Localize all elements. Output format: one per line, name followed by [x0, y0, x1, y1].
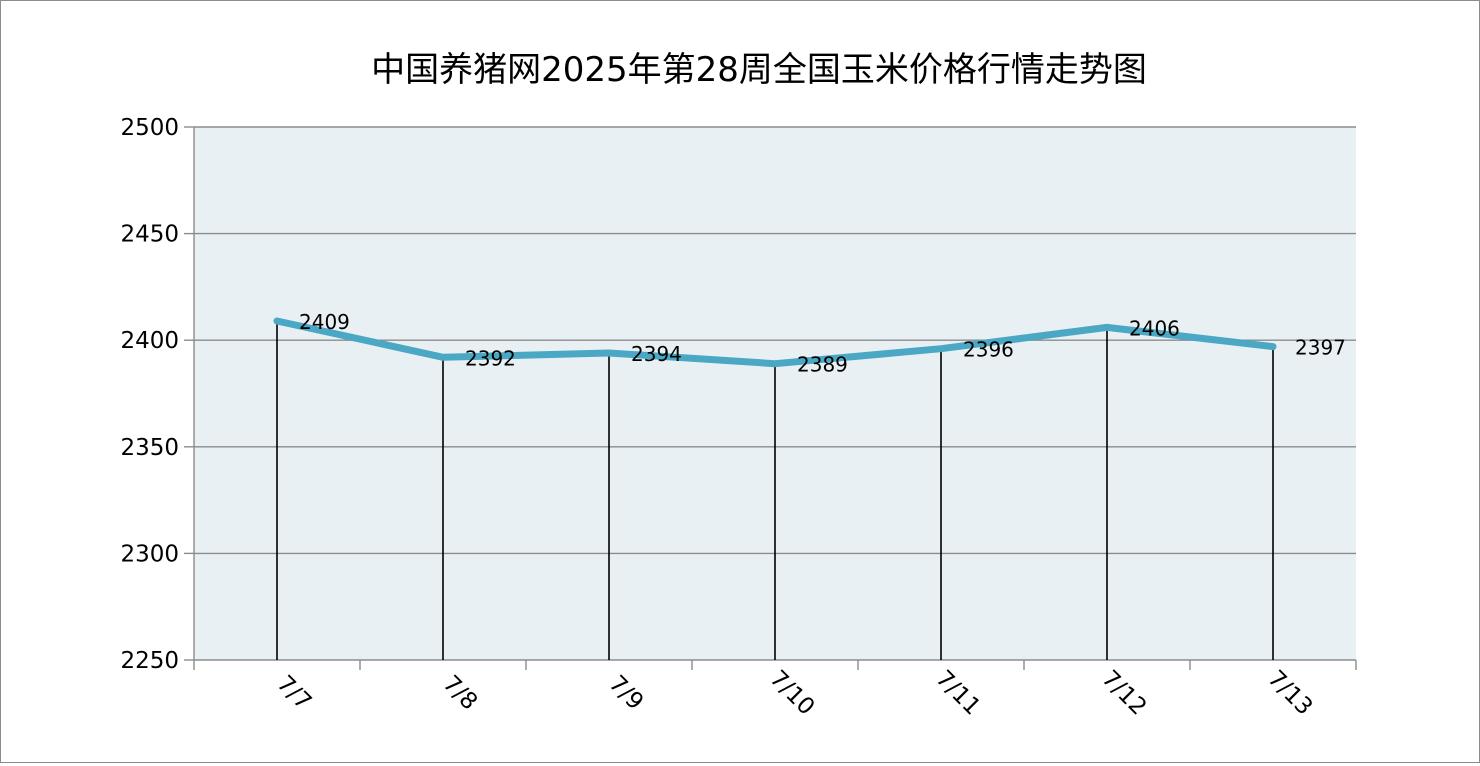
x-tick-label: 7/10	[764, 666, 819, 721]
data-point	[1104, 324, 1110, 330]
data-point	[606, 350, 612, 356]
data-label: 2396	[963, 338, 1014, 362]
data-point	[1270, 344, 1276, 350]
data-label: 2389	[797, 353, 848, 377]
x-tick-label: 7/7	[272, 671, 317, 716]
x-tick-label: 7/12	[1096, 666, 1151, 721]
y-tick-label: 2300	[120, 541, 179, 567]
x-tick-label: 7/9	[604, 671, 649, 716]
x-tick-label: 7/11	[930, 666, 985, 721]
y-tick-label: 2250	[120, 648, 179, 674]
chart-title: 中国养猪网2025年第28周全国玉米价格行情走势图	[371, 50, 1147, 90]
data-label: 2397	[1295, 336, 1346, 360]
y-tick-label: 2450	[120, 222, 179, 248]
x-tick-label: 7/8	[438, 671, 483, 716]
data-label: 2409	[299, 310, 350, 334]
plot-area: 2250 2300 2350 2400 2450 2500 2409 2392 2394 2389…	[120, 115, 1357, 721]
y-tick-label: 2400	[120, 328, 179, 354]
data-label: 2394	[631, 342, 682, 366]
data-label: 2392	[465, 346, 516, 370]
y-tick-label: 2500	[120, 115, 179, 141]
data-point	[274, 318, 280, 324]
data-point	[772, 361, 778, 367]
y-tick-label: 2350	[120, 435, 179, 461]
data-point	[440, 354, 446, 360]
x-tick-label: 7/13	[1262, 666, 1317, 721]
data-label: 2406	[1129, 316, 1180, 340]
data-point	[938, 346, 944, 352]
